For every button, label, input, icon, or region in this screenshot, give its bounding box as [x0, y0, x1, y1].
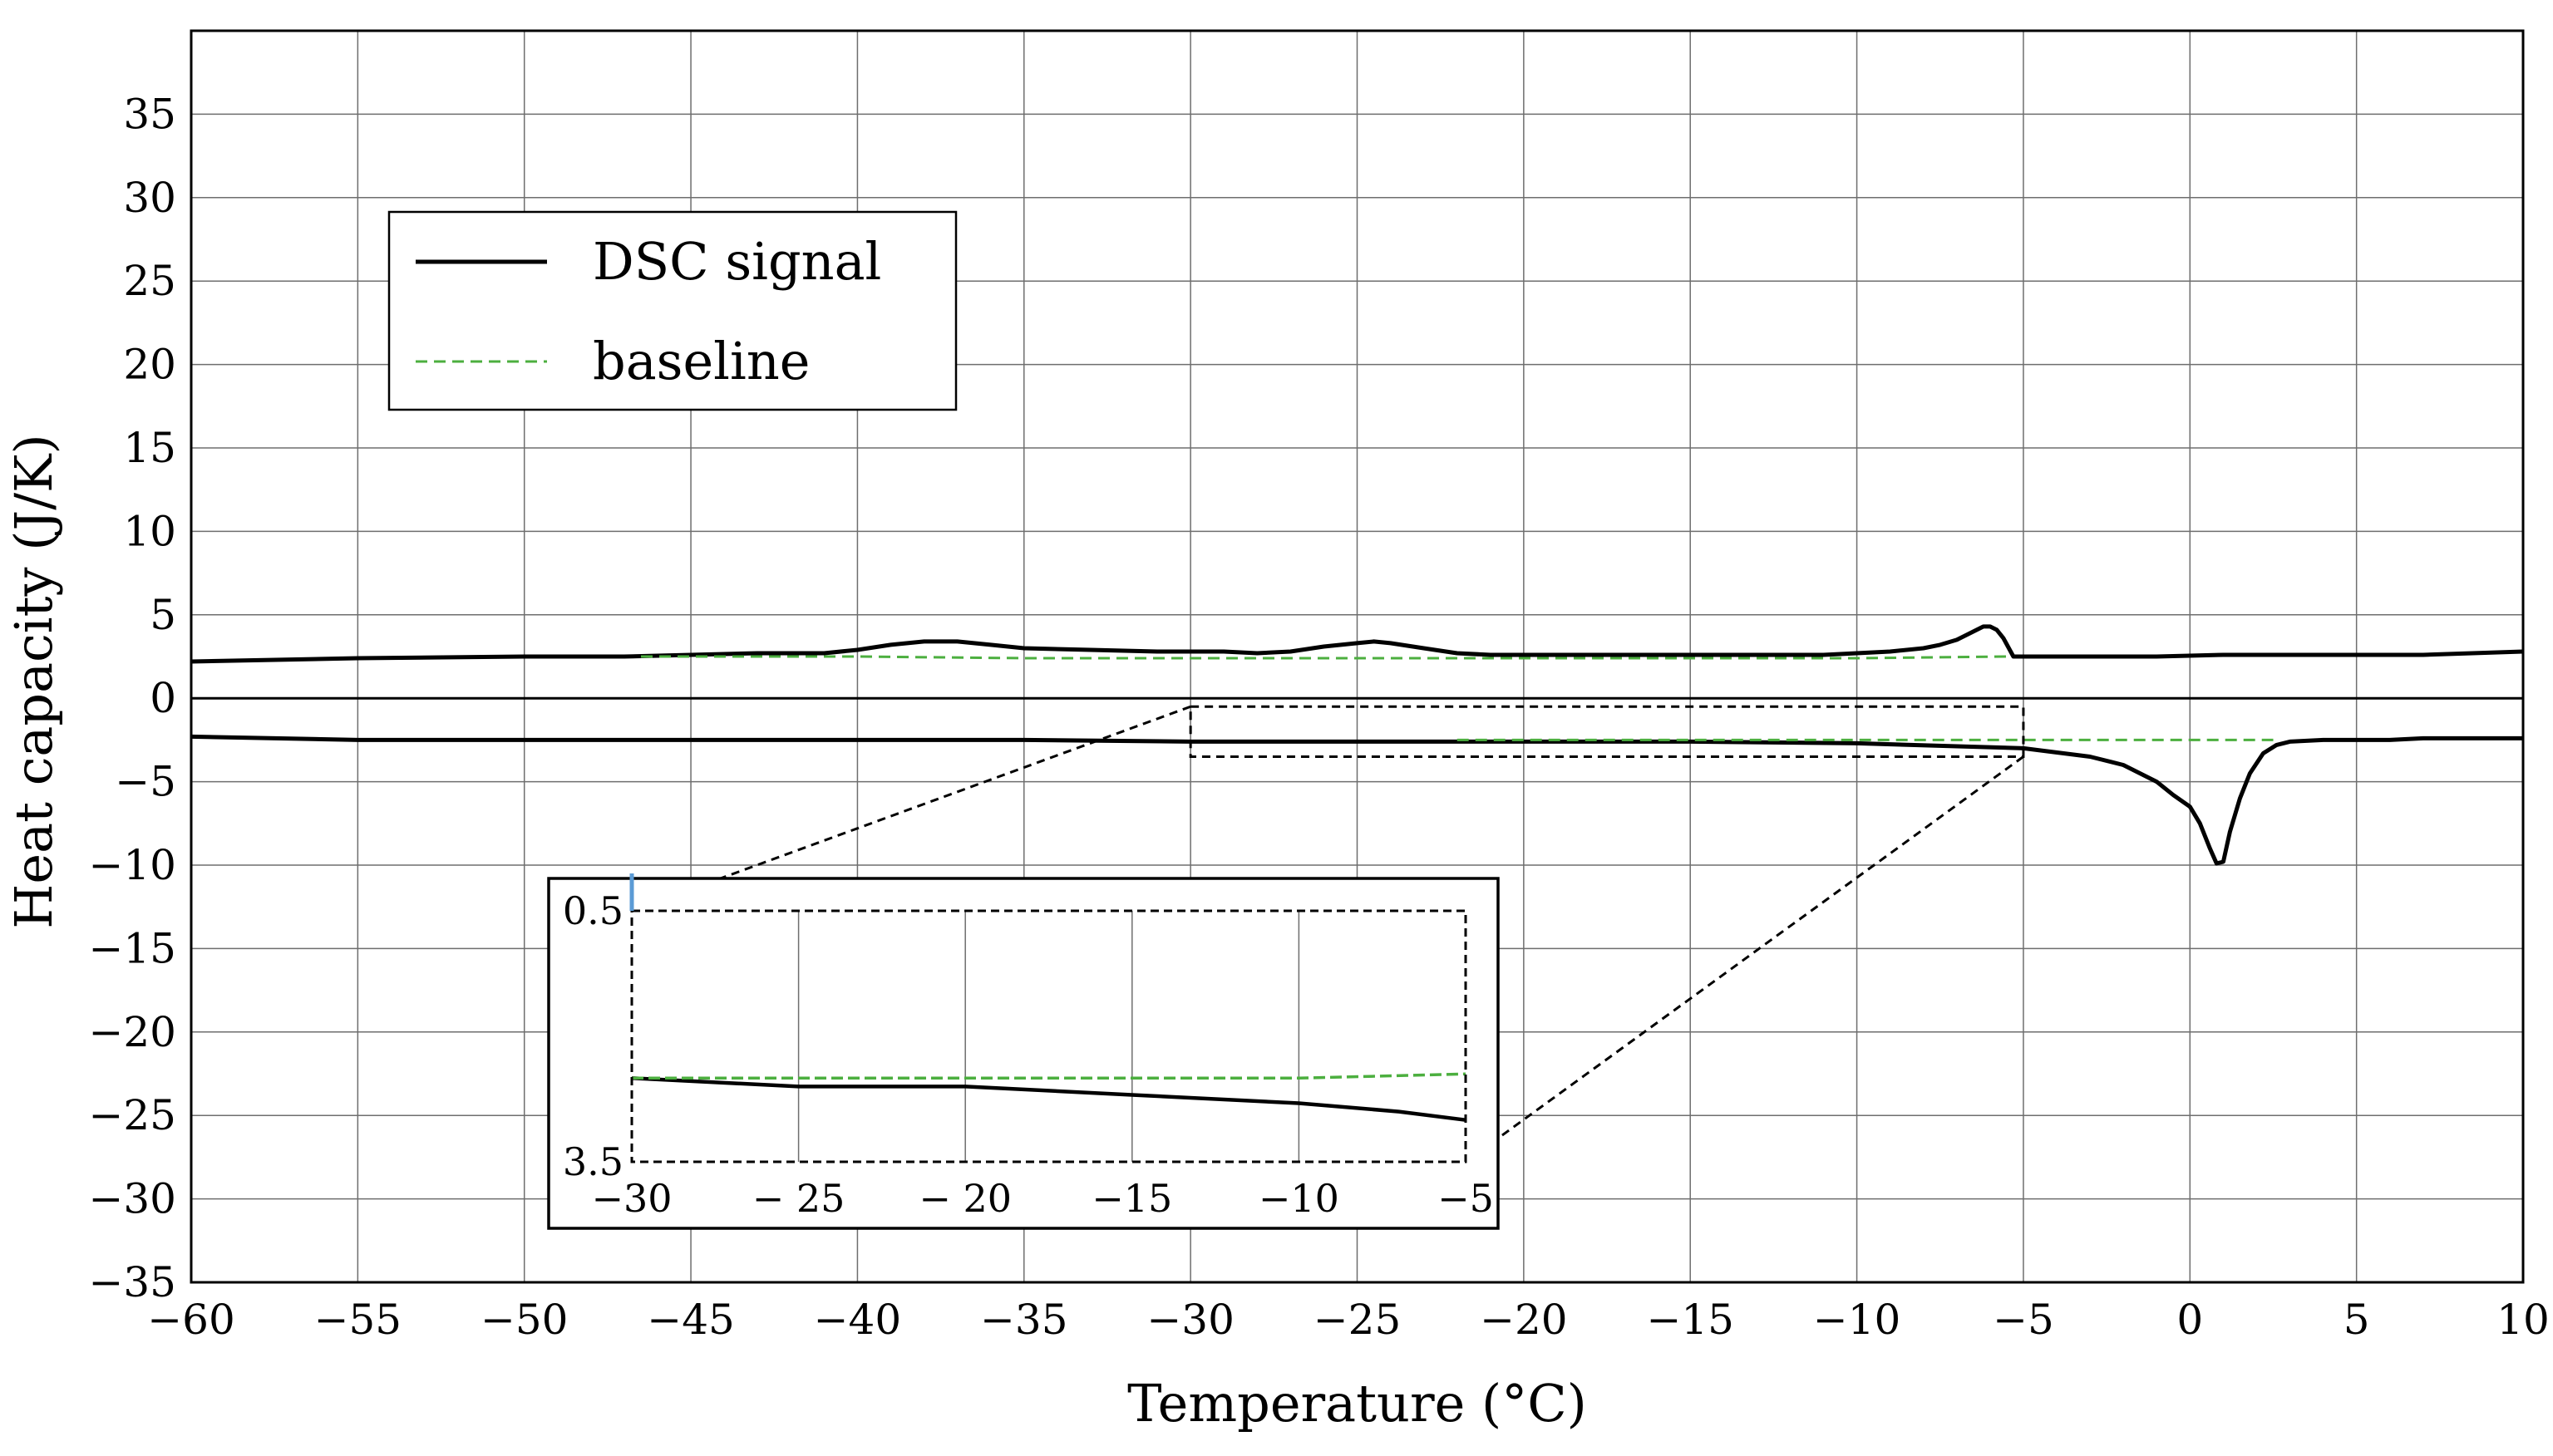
x-tick-label: −30 [1146, 1296, 1235, 1344]
x-tick-label: −45 [647, 1296, 735, 1344]
zoom-connector-line [1465, 755, 2024, 1163]
y-tick-label: −5 [115, 758, 176, 806]
inset-plot-frame [630, 909, 1467, 1163]
inset-series-baseline [632, 1072, 1466, 1080]
inset-x-tick-label: − 25 [752, 1176, 845, 1221]
inset-plot: −30 − 25 − 20 −15 −10 −5 0.5 3.5 [547, 873, 1500, 1230]
x-tick-label: −50 [481, 1296, 569, 1344]
main-series [190, 624, 2524, 866]
zoom-box [1189, 705, 2025, 758]
y-tick-label: 35 [123, 90, 176, 138]
inset-x-tick-label: −30 [591, 1176, 672, 1221]
x-tick-label: 10 [2496, 1296, 2550, 1344]
inset-x-tick-label: −15 [1092, 1176, 1172, 1221]
y-tick-label: −35 [88, 1258, 176, 1306]
inset-frame [547, 877, 1500, 1230]
inset-y-tick-label: 0.5 [563, 888, 623, 933]
plot-frame [190, 29, 2525, 1284]
x-tick-label: 5 [2344, 1296, 2370, 1344]
inset-x-tick-label: −10 [1259, 1176, 1339, 1221]
x-tick-label: −40 [814, 1296, 902, 1344]
x-tick-label: 0 [2176, 1296, 2203, 1344]
y-tick-label: 20 [123, 341, 176, 389]
y-tick-label: 15 [123, 424, 176, 472]
y-tick-labels: −35 −30 −25 −20 −15 −10 −5 0 5 10 15 20 25 30 35 [88, 90, 176, 1306]
x-tick-labels: −60 −55 −50 −45 −40 −35 −30 −25 −20 −15 −10 −5 0 5 10 [147, 1296, 2550, 1344]
y-tick-label: −15 [88, 924, 176, 972]
y-tick-label: 10 [123, 507, 176, 555]
y-tick-label: −10 [88, 841, 176, 889]
inset-x-tick-label: − 20 [919, 1176, 1012, 1221]
x-tick-label: −15 [1646, 1296, 1734, 1344]
y-axis-title: Heat capacity (J/K) [3, 434, 64, 928]
legend-box [387, 210, 958, 411]
x-tick-label: −25 [1313, 1296, 1402, 1344]
x-tick-label: −35 [980, 1296, 1068, 1344]
legend-label-baseline: baseline [593, 331, 810, 391]
y-tick-label: −20 [88, 1008, 176, 1056]
y-tick-label: 5 [150, 591, 176, 639]
inset-x-tick-label: −5 [1437, 1176, 1494, 1221]
inset-series-dsc-signal [631, 1076, 1466, 1122]
x-tick-label: −5 [1993, 1296, 2054, 1344]
x-tick-label: −60 [147, 1296, 235, 1344]
x-axis-title: Temperature (°C) [1127, 1373, 1587, 1434]
y-tick-label: 25 [123, 257, 176, 305]
series-line-baseline-heating [641, 655, 2007, 660]
x-tick-label: −10 [1813, 1296, 1901, 1344]
x-tick-label: −55 [314, 1296, 402, 1344]
series-line-dsc-signal-heating [190, 624, 2524, 664]
zoom-connector-line [631, 705, 1191, 912]
inset-y-tick-label: 3.5 [563, 1139, 623, 1184]
x-tick-label: −20 [1480, 1296, 1568, 1344]
legend-label-dsc-signal: DSC signal [593, 231, 881, 292]
series-line-dsc-signal-cooling [190, 734, 2523, 866]
legend: DSC signal baseline [387, 210, 958, 411]
y-tick-label: 0 [150, 674, 176, 722]
y-tick-label: −30 [88, 1175, 176, 1223]
y-tick-label: −25 [88, 1091, 176, 1139]
y-tick-label: 30 [123, 174, 176, 222]
zoom-connector [631, 705, 2025, 1163]
